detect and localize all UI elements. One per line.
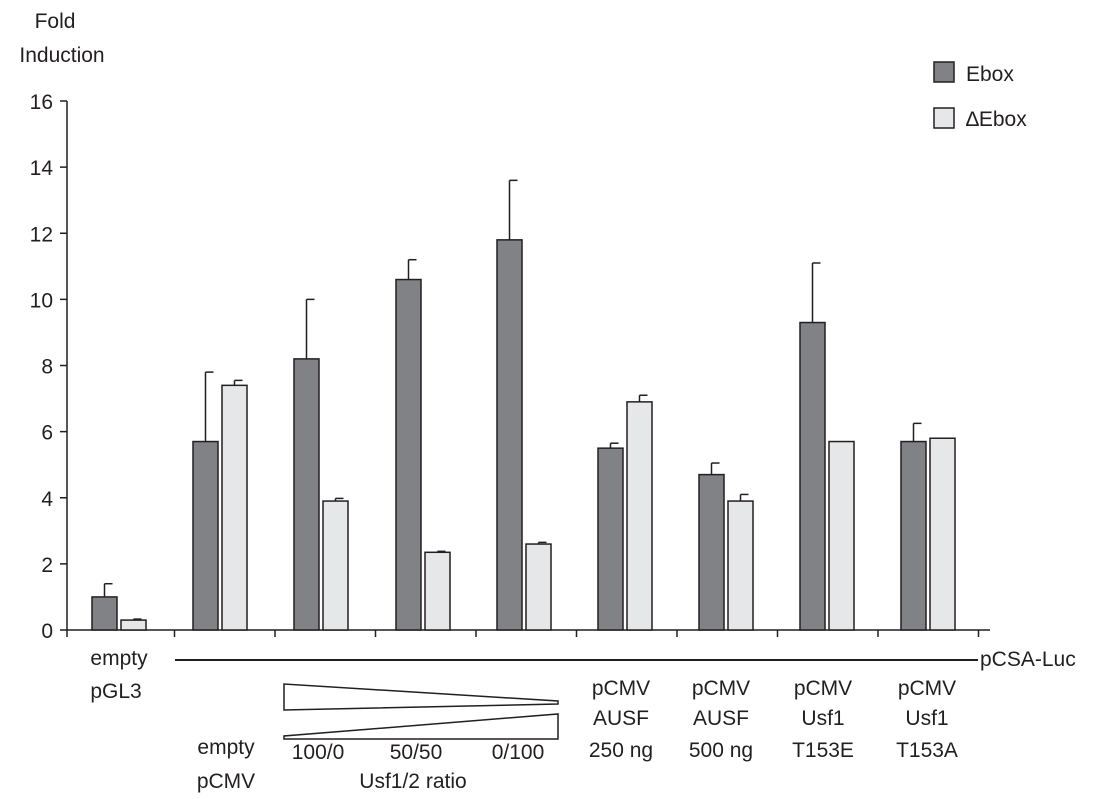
cat-label-t153a-l1: pCMV [898, 677, 956, 700]
bar-ebox [293, 358, 320, 631]
reporter-label: pCSA-Luc [980, 648, 1076, 671]
bar-ebox [91, 596, 118, 631]
y-tick-label: 10 [30, 289, 53, 312]
bar-ebox [496, 239, 523, 631]
cat-label-empty-pgl3-l1: empty [90, 647, 148, 670]
cat-label-t153e-l1: pCMV [794, 677, 852, 700]
bar-debox [929, 437, 956, 631]
bar-debox [727, 500, 754, 631]
cat-label-ausf250-l3: 250 ng [589, 739, 653, 762]
y-tick-label: 4 [41, 488, 53, 511]
cat-label-ausf250-l2: AUSF [593, 707, 649, 730]
bar-ebox [799, 321, 826, 631]
bar-ebox [597, 447, 624, 631]
ratio-label-0-100: 0/100 [492, 741, 545, 764]
y-tick-label: 6 [41, 422, 53, 445]
ratio-title: Usf1/2 ratio [359, 770, 466, 793]
bar-debox [322, 500, 349, 631]
bar-debox [626, 401, 653, 631]
ratio-label-50-50: 50/50 [390, 741, 443, 764]
bar-debox [828, 440, 855, 631]
bar-ebox [395, 278, 422, 631]
cat-label-ausf250-l1: pCMV [592, 677, 650, 700]
cat-label-ausf500-l1: pCMV [692, 677, 750, 700]
y-tick-label: 14 [30, 157, 54, 180]
x-ticks [66, 630, 980, 637]
bar-debox [221, 384, 248, 631]
legend-label-debox: ∆Ebox [966, 108, 1027, 131]
bar-debox [424, 551, 451, 631]
cat-label-ausf500-l3: 500 ng [689, 739, 753, 762]
y-axis-title-line1: Fold [35, 10, 76, 33]
cat-label-empty-pcmv-l1: empty [197, 736, 255, 759]
usf1-wedge-decreasing [283, 683, 559, 711]
usf2-wedge-increasing [283, 713, 559, 740]
cat-label-t153a-l3: T153A [896, 739, 958, 762]
bar-ebox [192, 440, 219, 631]
y-tick-label: 8 [41, 356, 53, 379]
legend-swatch-ebox [933, 61, 955, 83]
bar-debox [525, 543, 552, 631]
bar-debox [120, 619, 147, 631]
cat-label-ausf500-l2: AUSF [693, 707, 749, 730]
y-tick-label: 2 [41, 554, 53, 577]
y-tick-label: 12 [30, 223, 53, 246]
cat-label-t153a-l2: Usf1 [905, 707, 948, 730]
error-bars-group [103, 179, 922, 621]
y-tick-label: 16 [30, 91, 53, 114]
cat-label-empty-pcmv-l2: pCMV [197, 770, 255, 793]
bars-group [91, 239, 956, 631]
legend-label-ebox: Ebox [966, 63, 1014, 86]
ratio-label-100-0: 100/0 [292, 741, 345, 764]
cat-label-t153e-l2: Usf1 [801, 707, 844, 730]
cat-label-empty-pgl3-l2: pGL3 [90, 680, 141, 703]
y-tick-label: 0 [41, 620, 53, 643]
bar-ebox [698, 473, 725, 631]
legend-swatch-debox [933, 107, 955, 129]
y-axis-title-line2: Induction [19, 44, 104, 67]
bar-ebox [900, 440, 927, 631]
cat-label-t153e-l3: T153E [792, 739, 854, 762]
y-ticks: 0 2 4 6 8 10 12 14 16 [30, 91, 67, 643]
